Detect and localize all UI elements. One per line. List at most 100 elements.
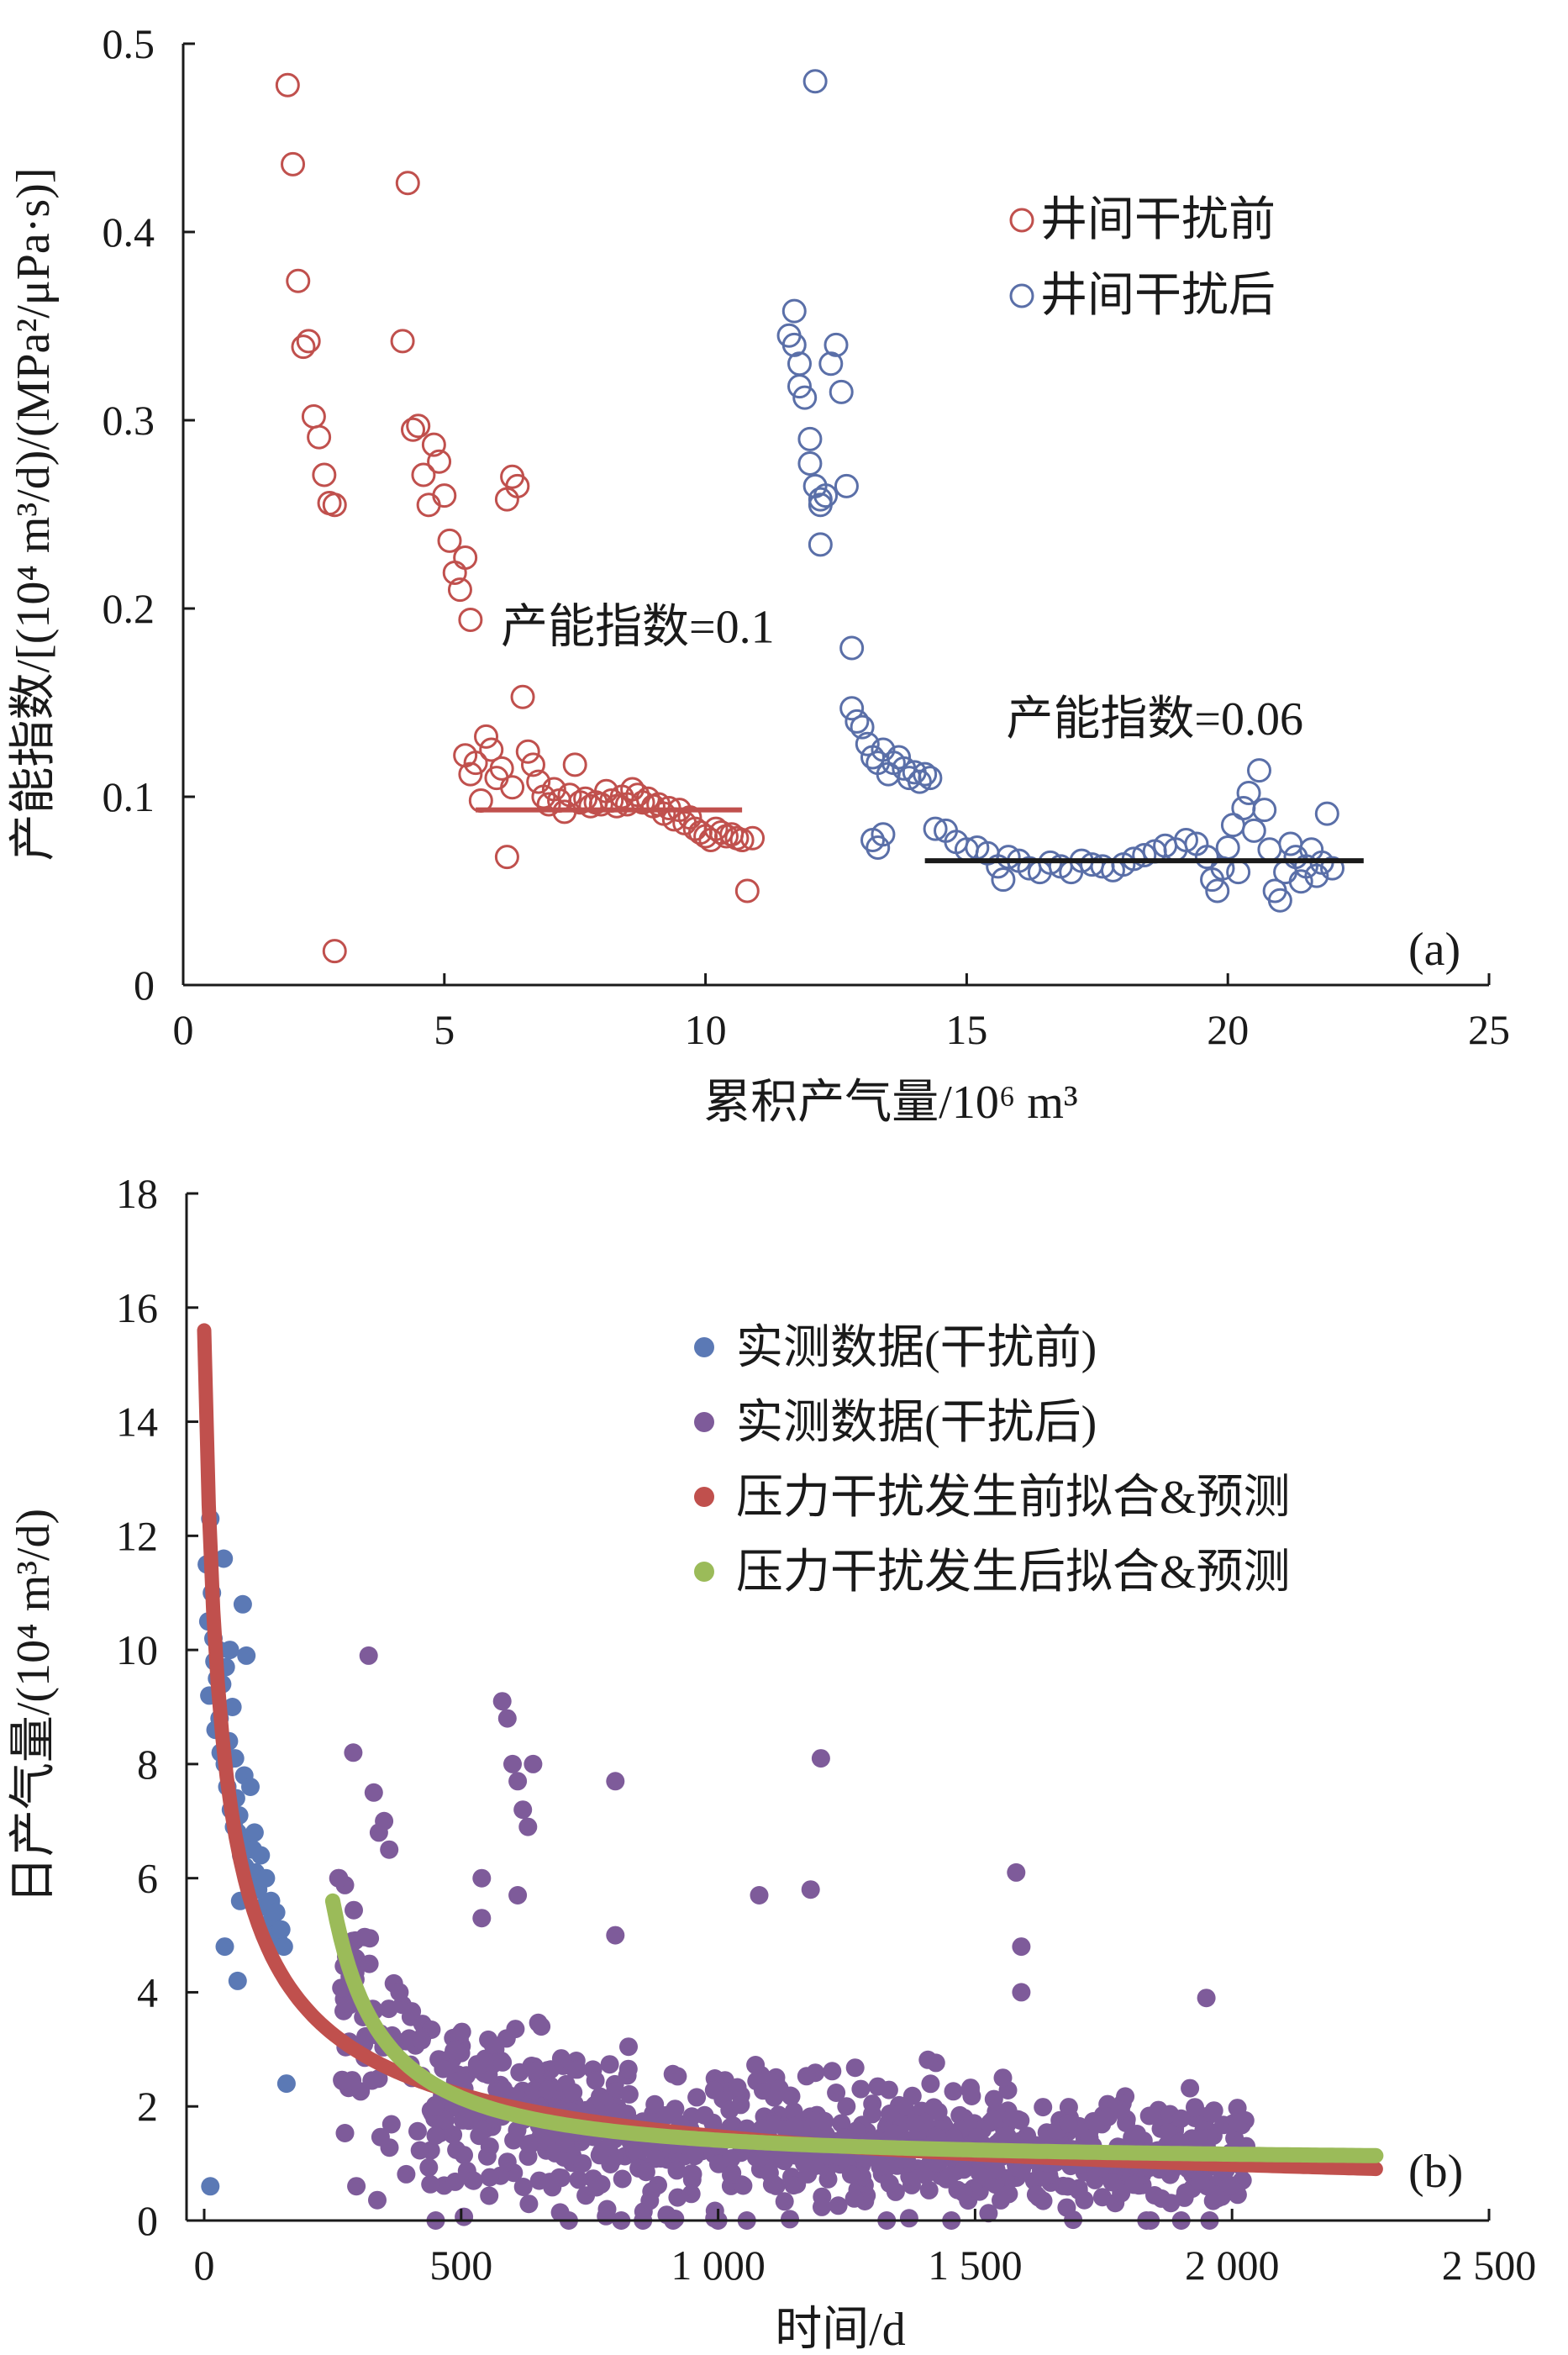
data-point [1222,2176,1241,2195]
x-tick-label: 15 [945,1006,987,1053]
data-point [918,2050,938,2069]
data-point [445,2172,465,2191]
data-point [940,2166,960,2185]
y-tick-label: 0.4 [103,208,155,256]
data-point [815,2111,834,2131]
data-point [489,756,514,781]
data-point [573,2154,592,2173]
data-point [307,424,332,450]
data-point [750,1886,769,1905]
data-point [728,2078,747,2097]
y-tick-label: 0 [134,961,155,1009]
data-point [1314,801,1339,826]
data-point [256,1868,276,1888]
data-point [899,2209,918,2228]
data-point [1257,837,1282,862]
legend-marker [694,1487,714,1507]
data-point [1241,818,1266,843]
data-point [455,2146,473,2165]
data-point [329,1868,348,1888]
legend-label: 井间干扰后 [1040,270,1276,322]
data-point [987,2160,1006,2179]
data-point [214,1549,234,1568]
data-point [954,2183,973,2202]
y-tick-label: 0 [137,2197,158,2244]
data-point [508,1772,528,1791]
data-point [781,2210,799,2229]
data-point [483,2035,502,2054]
data-point [808,487,833,512]
data-point [703,2113,723,2132]
data-point [416,493,441,518]
data-point [657,2105,676,2125]
data-point [613,2169,632,2189]
data-point [215,1937,234,1957]
series-0 [275,72,766,964]
data-point [426,2126,445,2145]
panel-a: 0 5 10 15 20 25 0 0.1 0.2 0.3 0.4 0.5 产能指数/[(10⁴ m³… [8,20,1510,1129]
data-point [1171,2109,1191,2128]
data-point [427,449,452,474]
data-point [538,2080,557,2099]
y-tick-label: 12 [116,1512,158,1559]
data-point [734,878,760,904]
data-point [245,1823,264,1842]
x-tick-label: 500 [429,2242,492,2289]
data-point [906,2114,925,2133]
data-point [536,792,561,817]
data-point [1205,878,1230,904]
y-tick-label: 0.5 [103,20,155,67]
data-point [532,2017,551,2036]
data-point [1059,2098,1078,2117]
data-point [588,792,613,817]
data-point [541,777,566,802]
data-point [520,752,545,777]
data-point [426,2097,445,2116]
data-point [467,2059,487,2078]
data-point [472,1909,492,1928]
data-point [412,2031,431,2050]
data-point [834,473,859,498]
y-tick-label: 2 [137,2083,158,2130]
data-point [801,1880,820,1899]
data-point [390,329,415,354]
data-point [740,825,766,851]
legend-label: 井间干扰前 [1040,194,1276,246]
data-point [291,335,316,360]
data-point [296,329,321,354]
data-point [598,2137,618,2157]
data-point [619,2037,638,2057]
data-point [1173,828,1198,853]
data-point [274,1937,293,1957]
data-point [979,2204,998,2223]
data-point [813,2197,831,2216]
x-tick-label: 2 500 [1442,2242,1537,2289]
panel-a-plot-area [275,69,1364,964]
data-point [907,769,932,794]
data-point [281,151,306,176]
data-point [406,414,431,439]
x-tick-label: 1 500 [928,2242,1023,2289]
data-point [1176,2183,1195,2202]
data-point [681,2184,701,2204]
data-point [1012,1983,1031,2002]
data-point [839,696,865,721]
data-point [597,2206,616,2226]
panel-b-axes: 0 500 1 000 1 500 2 000 2 500 0 2 4 6 8 10 12 14 16 18 [116,1170,1536,2289]
data-point [513,2178,533,2196]
data-point [201,2177,220,2196]
data-point [999,2184,1018,2204]
x-tick-label: 0 [173,1006,194,1053]
data-point [722,2149,741,2168]
data-point [434,2059,453,2078]
data-point [855,731,880,756]
data-point [851,2079,871,2099]
data-point [237,1646,256,1665]
legend-label: 压力干扰发生后拟合&预测 [736,1546,1291,1599]
data-point [445,2042,464,2060]
data-point [493,2081,512,2100]
y-tick-label: 10 [116,1626,158,1673]
data-point [921,2074,940,2094]
